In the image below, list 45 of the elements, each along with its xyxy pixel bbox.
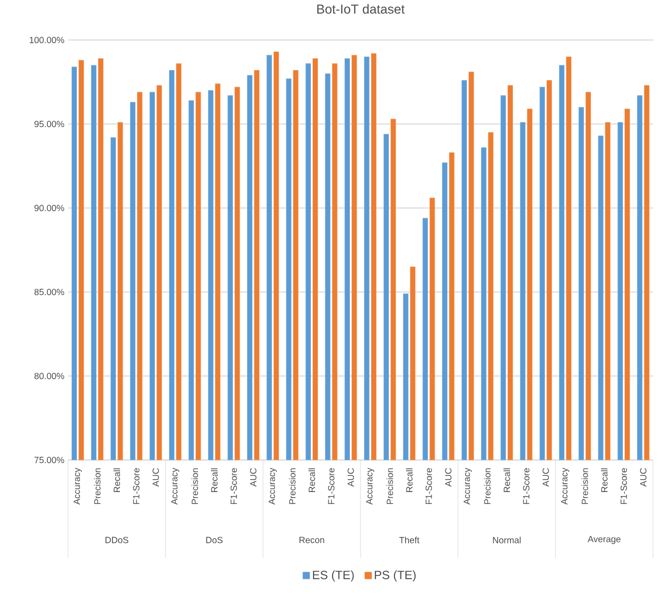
x-tick-label: F1-Score <box>230 468 237 504</box>
x-tick-label: Recall <box>308 468 316 492</box>
x-tick-label: Recall <box>600 468 608 492</box>
x-tick-label: Accuracy <box>171 468 180 505</box>
x-tick-label: F1-Score <box>328 468 334 504</box>
x-tick-label: Precision <box>581 468 588 504</box>
x-tick-label: F1-Score <box>133 468 140 504</box>
x-tick-label: Accuracy <box>366 468 374 505</box>
chart-title: Bot-IoT dataset <box>317 4 405 14</box>
x-tick-label: Accuracy <box>464 468 472 505</box>
x-tick-label: AUC <box>542 468 549 487</box>
x-tick-label: Precision <box>94 468 101 504</box>
x-tick-label: Accuracy <box>561 468 570 505</box>
x-tick-label: F1-Score <box>620 468 627 504</box>
y-tick-label: 100.00% <box>30 36 64 44</box>
y-tick-label: 80.00% <box>34 372 64 380</box>
x-tick-label: Accuracy <box>268 468 277 505</box>
text: DDoS <box>106 536 128 544</box>
x-tick-label: Recall <box>406 468 413 492</box>
x-tick-label: F1-Score <box>426 468 432 504</box>
x-tick-label: Precision <box>191 468 198 504</box>
x-tick-label: Recall <box>113 468 120 492</box>
x-tick-label: AUC <box>640 468 646 487</box>
text: DoS <box>206 536 223 544</box>
x-tick-label: F1-Score <box>523 468 530 504</box>
text: Normal <box>493 536 521 544</box>
x-tick-label: AUC <box>348 468 354 487</box>
x-tick-label: Precision <box>484 468 491 504</box>
x-tick-label: AUC <box>152 468 159 487</box>
legend-label: ES (TE) <box>312 570 354 582</box>
x-tick-label: Recall <box>210 468 218 492</box>
legend-label: PS (TE) <box>374 570 416 582</box>
x-tick-label: Accuracy <box>74 468 82 505</box>
x-tick-label: Precision <box>288 468 296 504</box>
x-tick-label: AUC <box>445 468 452 487</box>
y-tick-label: 95.00% <box>34 120 64 128</box>
y-tick-label: 90.00% <box>34 204 64 212</box>
x-tick-label: AUC <box>250 468 256 487</box>
text: Theft <box>399 536 420 544</box>
x-tick-label: Recall <box>503 468 510 492</box>
y-tick-label: 75.00% <box>34 456 64 464</box>
text: Average <box>588 536 620 544</box>
text: Recon <box>300 536 324 544</box>
y-tick-label: 85.00% <box>34 288 64 296</box>
x-tick-label: Precision <box>386 468 394 504</box>
